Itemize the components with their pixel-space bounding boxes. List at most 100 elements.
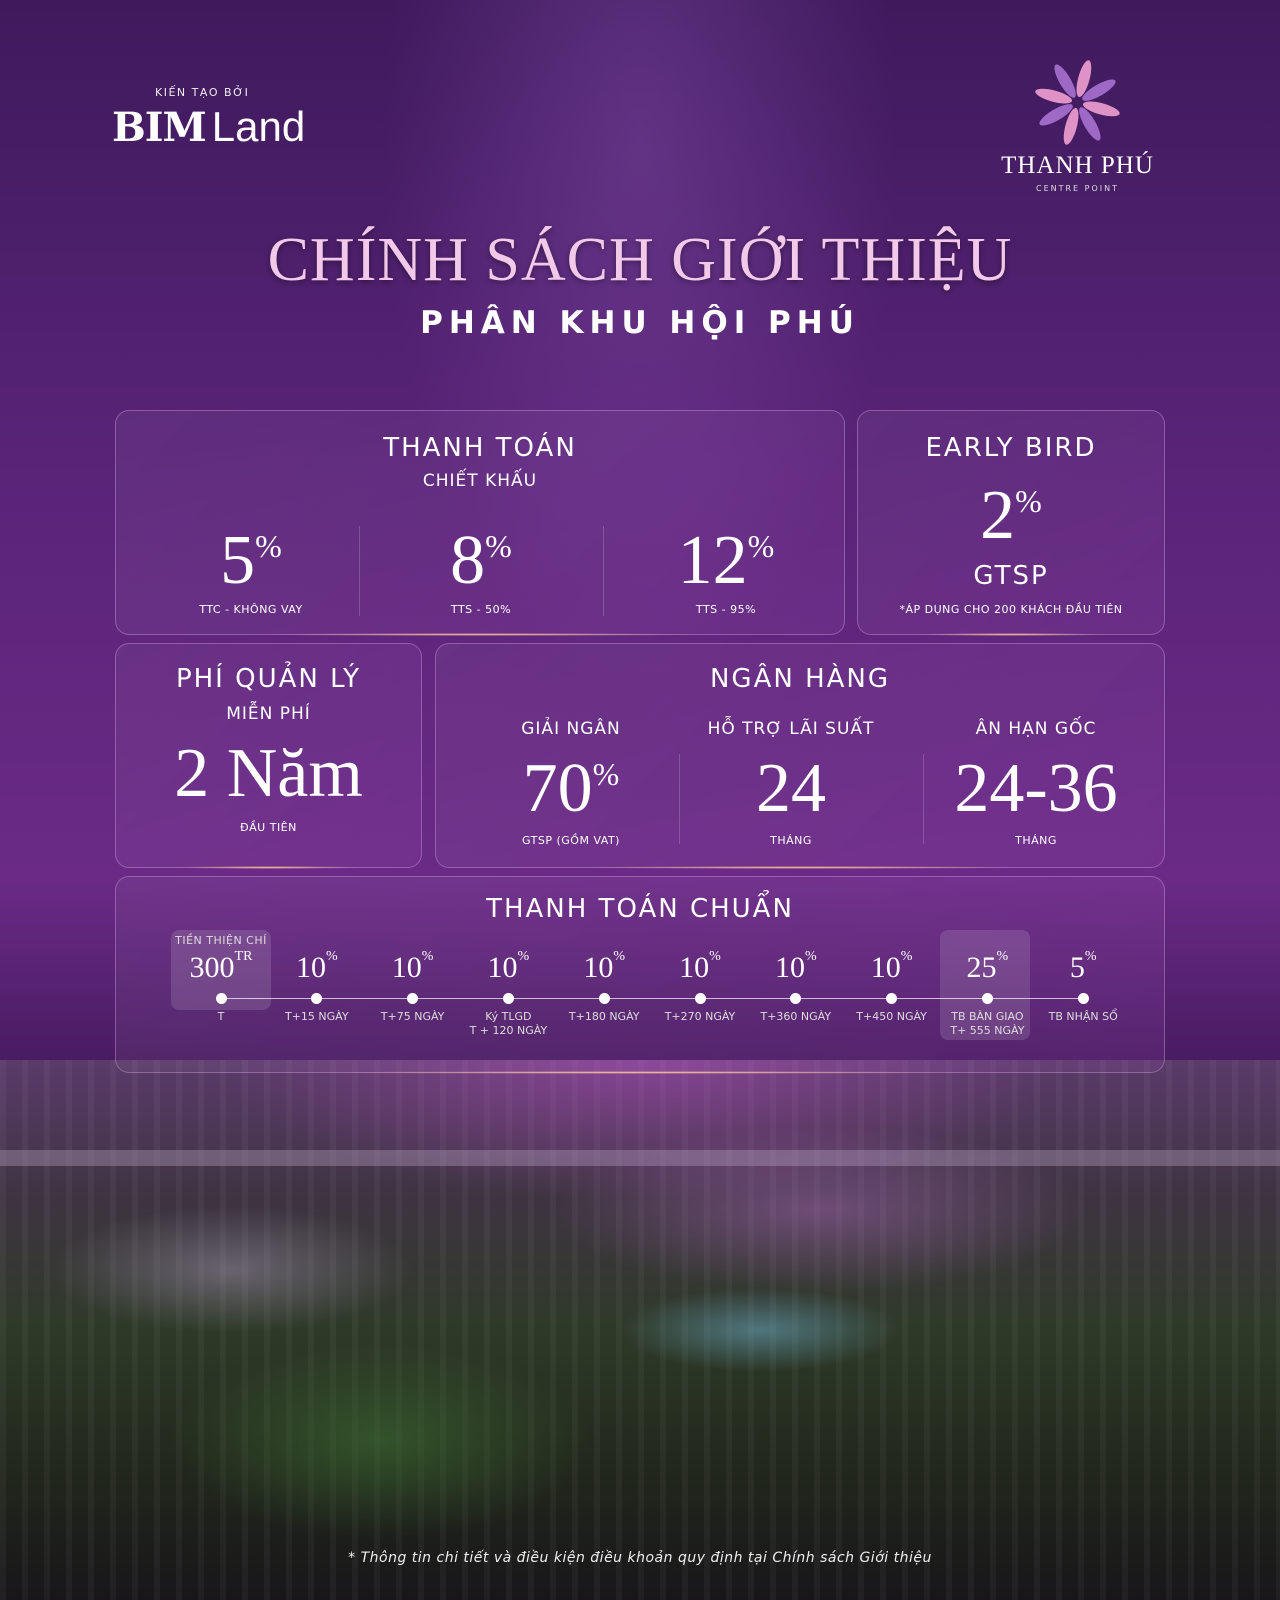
timeline-step: 10% Ký TLGD T + 120 NGÀY [453,950,563,1038]
discount-value-3: 12% [677,522,775,599]
step-label: T+450 NGÀY [856,1010,927,1023]
discount-value-2: 8% [450,522,512,599]
step-value: 10% [870,949,913,985]
logo-petal [1035,88,1073,104]
step-label-2: T+ 555 NGÀY [950,1024,1025,1037]
timeline-dot [311,993,323,1004]
timeline-dot [598,993,610,1004]
timeline-step: 10% T+180 NGÀY [549,950,659,1024]
standard-payment-card: THANH TOÁN CHUẨN [115,876,1165,1074]
bank-value-2: 24 [756,750,826,827]
timeline-dot [502,993,514,1004]
aerial-project-render [0,1060,1280,1600]
project-logo-sub: CENTRE POINT [1035,184,1120,193]
divider [923,754,924,844]
bank-value-1: 70% [522,750,620,827]
management-fee-title: PHÍ QUẢN LÝ [175,664,362,694]
bank-label-3: THÁNG [1015,834,1057,847]
timeline-step: 10% T+270 NGÀY [645,950,755,1024]
timeline-step: 10% T+360 NGÀY [741,950,851,1024]
project-logo-name: THANH PHÚ [1001,152,1154,179]
discount-label-3: TTS - 95% [695,603,757,616]
step-label: TB NHẬN SỔ [1048,1010,1118,1023]
timeline-step: 10% T+15 NGÀY [262,950,372,1024]
management-fee-subtitle: MIỄN PHÍ [226,704,311,724]
standard-payment-title: THANH TOÁN CHUẨN [486,894,794,924]
logo-petal [1063,107,1079,145]
bank-card: NGÂN HÀNG GIẢI NGÂN 70% GTSP (GỒM VAT) H… [435,643,1165,869]
background-glow [380,0,900,700]
bank-title: NGÂN HÀNG [709,664,891,694]
timeline-dot [981,993,993,1004]
page-title: CHÍNH SÁCH GIỚI THIỆU [267,226,1013,294]
early-bird-value: 2% [980,477,1042,554]
step-value: 10% [583,949,626,985]
step-label: T+270 NGÀY [664,1010,736,1023]
payment-subtitle: CHIẾT KHẤU [422,471,538,491]
step-value: 5% [1069,949,1097,985]
timeline-dot [407,993,419,1004]
thanh-phu-flower-logo-icon [1035,60,1120,145]
logo-petal [1076,60,1092,98]
timeline-line [220,998,1082,999]
page-subtitle: PHÂN KHU HỘI PHÚ [420,305,860,341]
timeline-step: 10% T+450 NGÀY [837,950,947,1024]
logo-petal [1039,104,1073,126]
divider [359,526,360,616]
bimland-logo-bold: BIM [112,104,207,151]
handover-highlight [940,930,1030,1040]
logo-petal [1082,79,1116,101]
step-value: 300TR [189,949,253,985]
step-label: T+15 NGÀY [285,1010,349,1023]
early-bird-title: EARLY BIRD [925,433,1097,463]
step-label: T+180 NGÀY [568,1010,640,1023]
divider [603,526,604,616]
logo-petal [1079,107,1101,141]
discount-label-2: TTS - 50% [450,603,512,616]
step-label: T+75 NGÀY [380,1010,445,1023]
bank-heading-3: ÂN HẠN GỐC [975,719,1097,739]
step-value: 25% [966,949,1009,985]
bank-heading-2: HỖ TRỢ LÃI SUẤT [707,719,875,739]
deposit-top-label: TIỀN THIỆN CHÍ [175,934,267,947]
timeline-dot [1077,993,1089,1004]
divider [679,754,680,844]
discount-value-1: 5% [220,522,282,599]
step-value: 10% [391,949,434,985]
built-by-label: KIẾN TẠO BỞI [155,86,250,99]
discount-label-1: TTC - KHÔNG VAY [199,603,303,616]
early-bird-note: *ÁP DỤNG CHO 200 KHÁCH ĐẦU TIÊN [899,603,1123,616]
aerial-highway [0,1150,1280,1166]
step-value: 10% [679,949,721,985]
timeline-dot [694,993,706,1004]
step-label: T+360 NGÀY [760,1010,832,1023]
timeline-step: 5% TB NHẬN SỔ [1028,950,1138,1024]
timeline-step: 300TR T [166,950,276,1024]
timeline-step: 25% TB BÀN GIAO T+ 555 NGÀY [932,950,1042,1038]
bank-value-3: 24-36 [954,750,1118,827]
payment-title: THANH TOÁN [383,433,577,463]
timeline-dot [886,993,898,1004]
early-bird-label: GTSP [973,561,1049,591]
management-fee-card: PHÍ QUẢN LÝ MIỄN PHÍ 2 Năm ĐẦU TIÊN [115,643,422,869]
payment-discount-card: THANH TOÁN CHIẾT KHẤU 5% TTC - KHÔNG VAY… [115,410,845,636]
logo-petal [1082,101,1120,117]
timeline-step: 10% T+75 NGÀY [358,950,468,1024]
step-label: Ký TLGD [485,1010,532,1023]
bank-label-2: THÁNG [770,834,812,847]
bimland-logo-light: Land [211,103,306,150]
step-label: TB BÀN GIAO [951,1010,1024,1023]
step-value: 10% [487,949,530,985]
step-label: T [217,1010,225,1023]
bank-heading-1: GIẢI NGÂN [521,719,621,739]
early-bird-card: EARLY BIRD 2% GTSP *ÁP DỤNG CHO 200 KHÁC… [857,410,1165,636]
step-value: 10% [774,949,817,985]
management-fee-value: 2 Năm [174,735,363,812]
logo-petal [1054,64,1076,98]
step-value: 10% [295,949,338,985]
bank-label-1: GTSP (GỒM VAT) [522,834,620,847]
bimland-logo: BIM Land [112,106,305,148]
step-label-2: T + 120 NGÀY [469,1024,548,1037]
footnote: * Thông tin chi tiết và điều kiện điều k… [348,1550,932,1566]
timeline-dot [215,993,227,1004]
